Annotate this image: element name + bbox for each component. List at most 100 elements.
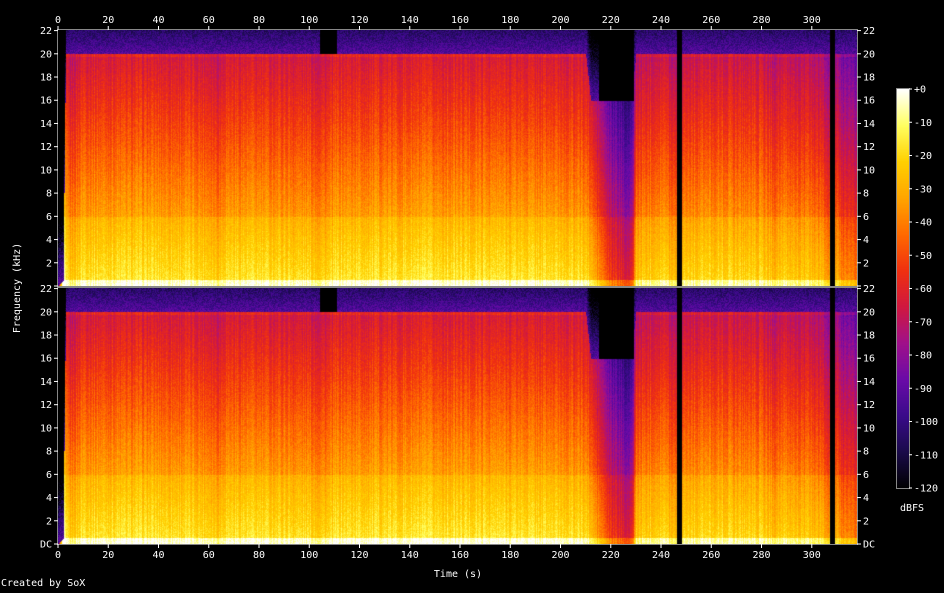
- y-tick-label-right: 18: [863, 73, 875, 84]
- x-tick-label-top: 220: [602, 15, 620, 26]
- x-tick-label-top: 20: [102, 15, 114, 26]
- y-tick-label-right: 6: [863, 470, 869, 481]
- y-tick-label-left: 14: [40, 377, 52, 388]
- colorbar-gradient: [897, 89, 909, 488]
- y-tick-label-left: 20: [40, 49, 52, 60]
- y-tick-label-left: 16: [40, 354, 52, 365]
- y-tick-label-right: 22: [863, 284, 875, 295]
- colorbar: +0 -10 -20 -30 -40 -50 -60 -70 -80 -90 -100 -110 -12…: [896, 85, 938, 495]
- colorbar-tick-label: -90: [914, 384, 932, 395]
- colorbar-tick-label: -60: [914, 284, 932, 295]
- y-tick-label-right: 14: [863, 377, 875, 388]
- spectrogram-channel-2: [58, 288, 857, 544]
- y-tick-label-left: DC: [40, 540, 52, 551]
- colorbar-tick-label: -80: [914, 351, 932, 362]
- y-tick-label-left: 16: [40, 96, 52, 107]
- x-tick-label-top: 0: [55, 15, 61, 26]
- x-tick-label-top: 180: [501, 15, 519, 26]
- y-axis-label: Frequency (kHz): [12, 243, 23, 333]
- y-tick-label-left: 10: [40, 423, 52, 434]
- y-tick-label-left: 12: [40, 400, 52, 411]
- y-tick-label-left: 10: [40, 165, 52, 176]
- x-tick-label-bottom: 40: [152, 550, 164, 561]
- y-tick-label-right: 22: [863, 26, 875, 37]
- y-tick-label-right: 4: [863, 493, 869, 504]
- y-tick-label-right: 12: [863, 142, 875, 153]
- x-tick-label-bottom: 20: [102, 550, 114, 561]
- x-tick-label-top: 80: [253, 15, 265, 26]
- y-tick-label-right: 10: [863, 423, 875, 434]
- x-tick-label-top: 40: [152, 15, 164, 26]
- colorbar-tick-label: -20: [914, 151, 932, 162]
- x-tick-label-top: 260: [702, 15, 720, 26]
- x-axis-label: Time (s): [434, 569, 482, 580]
- y-tick-label-left: 22: [40, 26, 52, 37]
- y-tick-label-right: 8: [863, 447, 869, 458]
- y-tick-label-right: DC: [863, 540, 875, 551]
- y-tick-label-left: 2: [46, 516, 52, 527]
- y-tick-label-right: 8: [863, 189, 869, 200]
- x-tick-label-bottom: 140: [401, 550, 419, 561]
- y-tick-label-left: 8: [46, 447, 52, 458]
- colorbar-label: dBFS: [900, 503, 924, 514]
- y-tick-label-right: 20: [863, 307, 875, 318]
- y-tick-label-right: 2: [863, 516, 869, 527]
- y-tick-label-left: 6: [46, 212, 52, 223]
- colorbar-tick-label: -10: [914, 118, 932, 129]
- y-tick-label-left: 14: [40, 119, 52, 130]
- y-tick-label-left: 4: [46, 235, 52, 246]
- x-tick-label-bottom: 180: [501, 550, 519, 561]
- y-tick-label-right: 18: [863, 331, 875, 342]
- x-tick-label-bottom: 160: [451, 550, 469, 561]
- y-tick-label-left: 6: [46, 470, 52, 481]
- y-tick-label-right: 2: [863, 258, 869, 269]
- colorbar-tick-label: +0: [914, 85, 926, 96]
- y-tick-label-right: 14: [863, 119, 875, 130]
- x-tick-label-bottom: 120: [350, 550, 368, 561]
- colorbar-tick-label: -120: [914, 484, 938, 495]
- y-tick-label-left: 4: [46, 493, 52, 504]
- colorbar-tick-label: -70: [914, 317, 932, 328]
- y-tick-label-left: 22: [40, 284, 52, 295]
- x-tick-label-top: 160: [451, 15, 469, 26]
- y-tick-label-right: 12: [863, 400, 875, 411]
- x-tick-label-top: 140: [401, 15, 419, 26]
- x-tick-label-top: 120: [350, 15, 368, 26]
- x-tick-label-top: 240: [652, 15, 670, 26]
- channel-panels: [57, 29, 858, 545]
- x-tick-label-bottom: 200: [551, 550, 569, 561]
- x-tick-label-bottom: 60: [203, 550, 215, 561]
- y-tick-label-left: 20: [40, 307, 52, 318]
- x-tick-label-top: 60: [203, 15, 215, 26]
- panel-frame-2: [57, 287, 858, 545]
- y-tick-label-right: 10: [863, 165, 875, 176]
- x-tick-label-bottom: 280: [752, 550, 770, 561]
- y-tick-label-right: 4: [863, 235, 869, 246]
- x-tick-label-bottom: 260: [702, 550, 720, 561]
- y-tick-label-left: 8: [46, 189, 52, 200]
- colorbar-tick-label: -110: [914, 450, 938, 461]
- y-tick-label-right: 16: [863, 96, 875, 107]
- colorbar-tick-label: -40: [914, 218, 932, 229]
- y-tick-label-left: 18: [40, 73, 52, 84]
- colorbar-tick-label: -50: [914, 251, 932, 262]
- x-tick-label-bottom: 300: [803, 550, 821, 561]
- x-tick-label-top: 200: [551, 15, 569, 26]
- x-tick-label-top: 280: [752, 15, 770, 26]
- y-tick-label-right: 6: [863, 212, 869, 223]
- y-tick-label-left: 18: [40, 331, 52, 342]
- x-tick-label-top: 100: [300, 15, 318, 26]
- y-tick-label-right: 20: [863, 49, 875, 60]
- colorbar-tick-label: -30: [914, 184, 932, 195]
- spectrogram-channel-1: [58, 30, 857, 286]
- x-tick-label-bottom: 220: [602, 550, 620, 561]
- x-tick-label-bottom: 0: [55, 550, 61, 561]
- credit-text: Created by SoX: [1, 578, 86, 589]
- y-tick-label-left: 12: [40, 142, 52, 153]
- x-tick-label-bottom: 100: [300, 550, 318, 561]
- axes: 0 0 20 20 40 40 60 60 80 80 100 100 120 120 140 140 160 1…: [40, 15, 875, 561]
- y-tick-label-left: 2: [46, 258, 52, 269]
- x-tick-label-bottom: 80: [253, 550, 265, 561]
- x-tick-label-top: 300: [803, 15, 821, 26]
